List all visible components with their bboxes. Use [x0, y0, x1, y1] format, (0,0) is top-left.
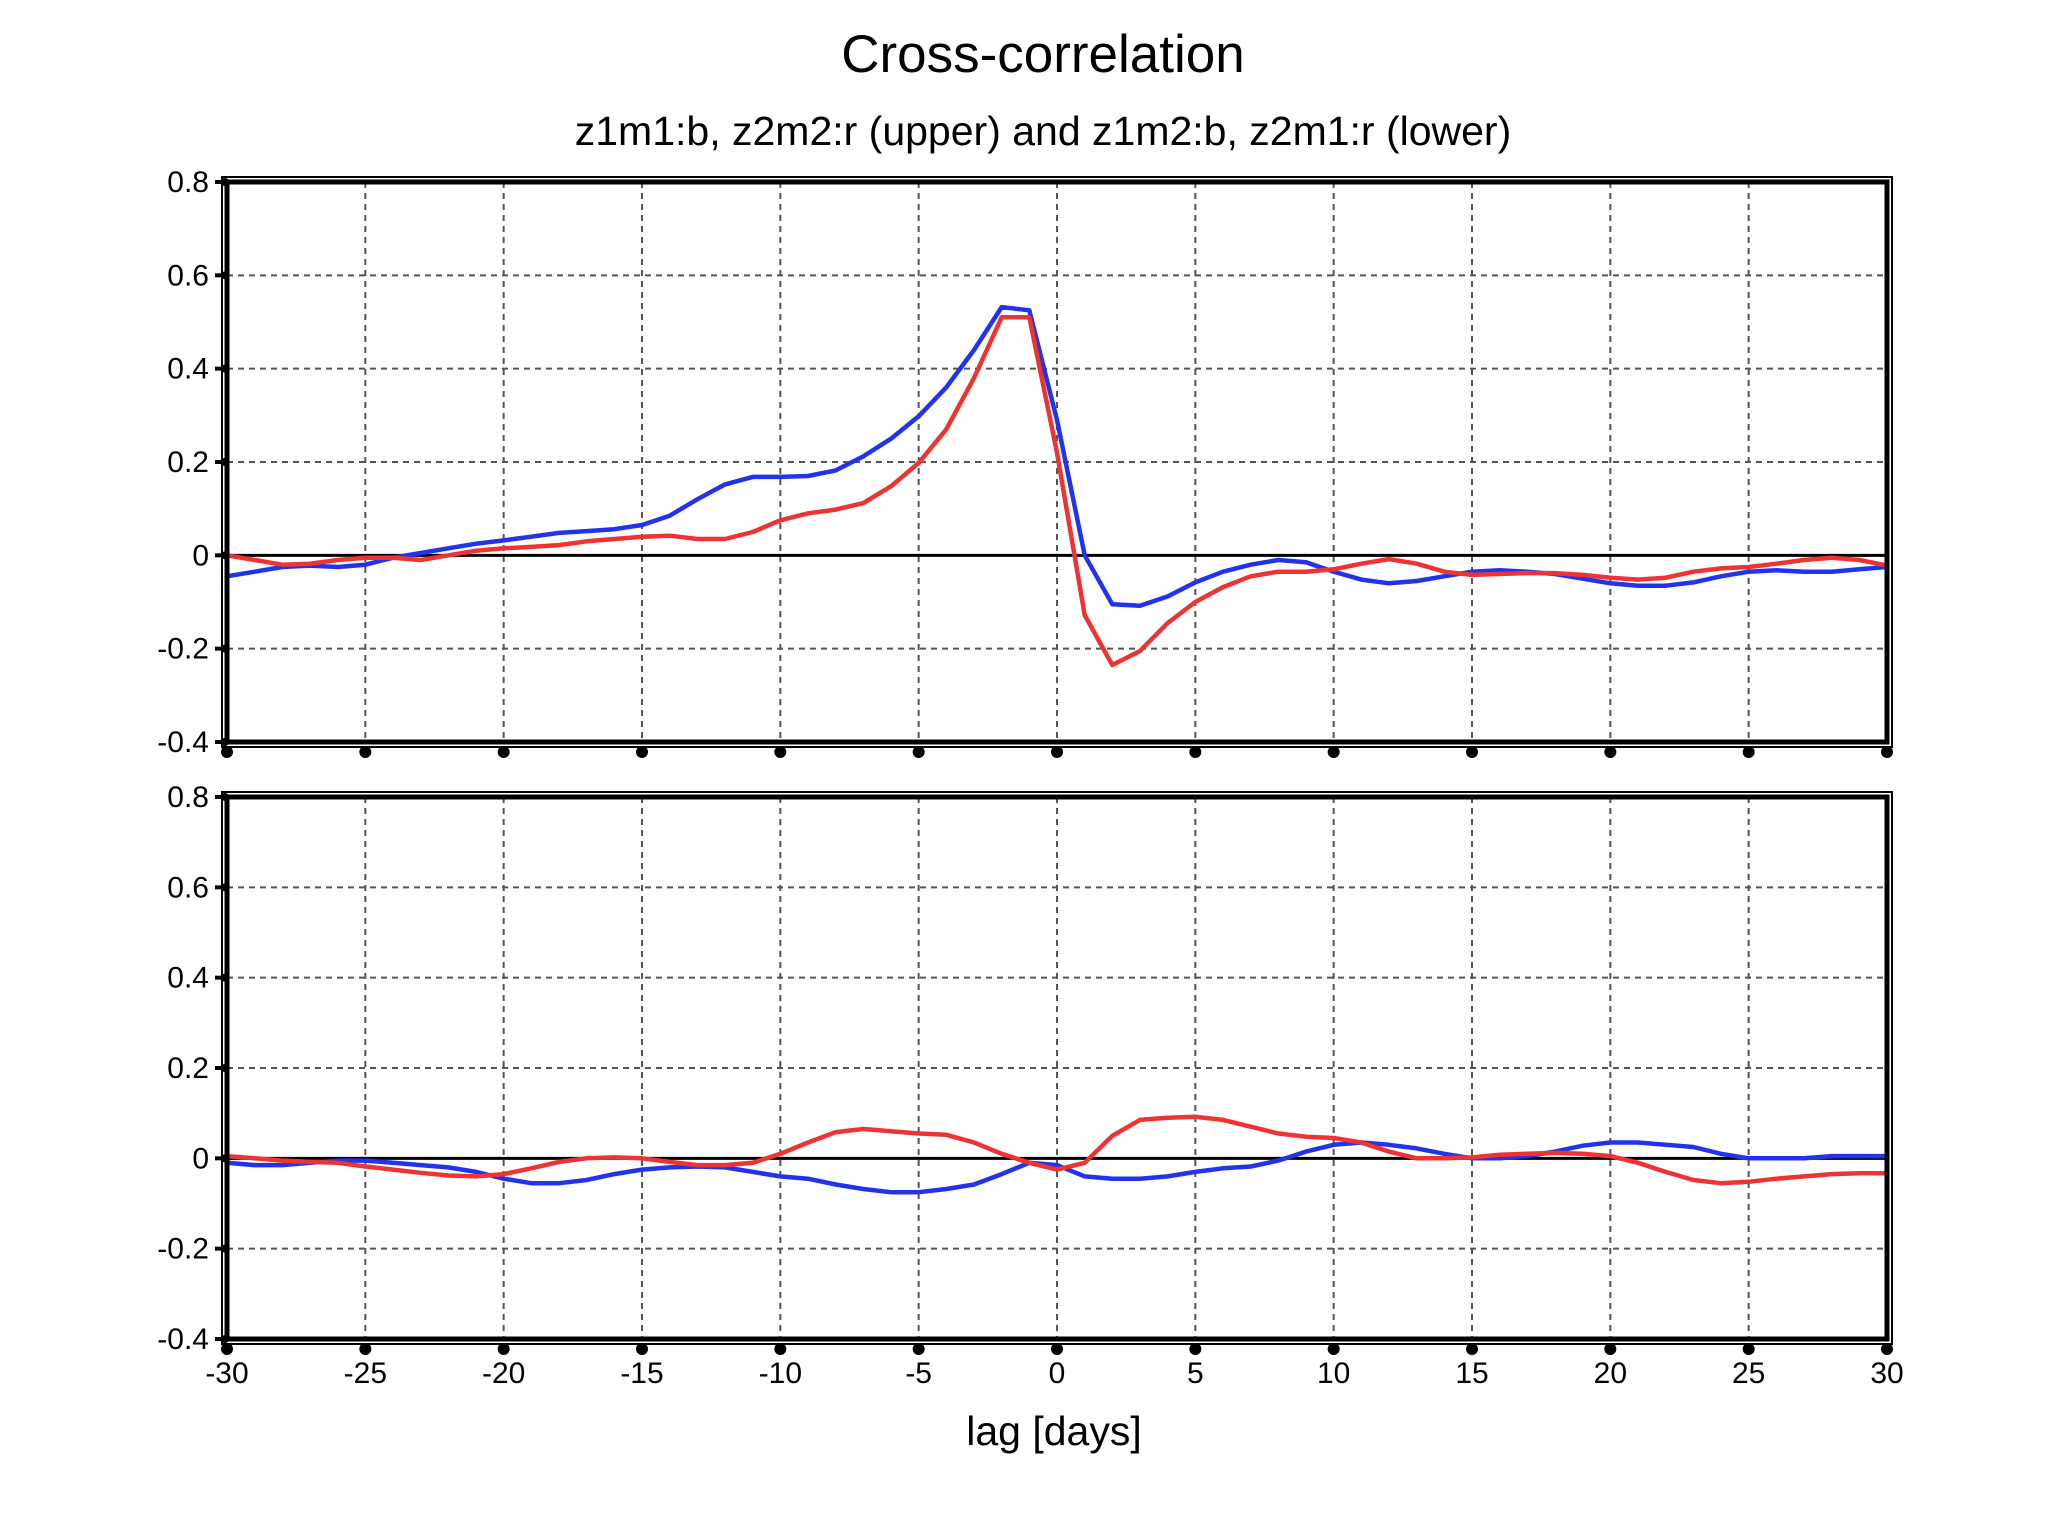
lower-ytick-label-2: 0 — [192, 1142, 209, 1175]
lower-xtick-label-12: 30 — [1870, 1357, 1903, 1390]
lower-xtick-8 — [1327, 1343, 1340, 1355]
lower-ytick-dot-2 — [221, 1154, 229, 1163]
lower-ytick-label-5: 0.6 — [167, 871, 209, 904]
lower-xtick-9 — [1466, 1343, 1478, 1355]
lower-ytick-label-6: 0.8 — [167, 781, 209, 814]
lower-xtick-label-6: 0 — [1049, 1357, 1066, 1390]
lower-xtick-label-5: -5 — [905, 1357, 932, 1390]
lower-xtick-label-9: 15 — [1455, 1357, 1488, 1390]
upper-xtick-2 — [497, 746, 510, 758]
lower-ytick-label-1: -0.2 — [157, 1233, 209, 1266]
lower-xtick-label-11: 25 — [1732, 1357, 1765, 1390]
lower-xtick-4 — [774, 1343, 787, 1355]
upper-xtick-5 — [912, 746, 925, 758]
lower-xtick-6 — [1051, 1343, 1063, 1355]
upper-ytick-dot-3 — [221, 458, 229, 466]
upper-ytick-label-5: 0.6 — [167, 259, 209, 292]
upper-panel: -0.4 -0.2 0 0.2 0.4 0.6 0.8 — [157, 166, 1893, 759]
lower-ytick-dot-0 — [221, 1335, 229, 1343]
upper-series-red — [226, 315, 1888, 668]
upper-ytick-label-6: 0.8 — [167, 166, 209, 199]
upper-xtick-12 — [1881, 746, 1893, 758]
upper-ytick-dot-6 — [221, 178, 229, 186]
lower-ytick-dot-5 — [221, 883, 229, 892]
lower-xtick-10 — [1604, 1343, 1617, 1355]
lower-ytick-dot-1 — [221, 1244, 229, 1253]
upper-ytick-dot-5 — [221, 271, 229, 280]
lower-xtick-2 — [497, 1343, 510, 1355]
lower-xtick-label-10: 20 — [1594, 1357, 1627, 1390]
lower-ytick-label-4: 0.4 — [167, 962, 209, 995]
upper-xtick-11 — [1742, 746, 1755, 758]
upper-ytick-label-4: 0.4 — [167, 353, 209, 386]
upper-xtick-4 — [774, 746, 787, 758]
upper-ytick-label-0: -0.4 — [157, 726, 209, 759]
lower-ytick-label-3: 0.2 — [167, 1052, 209, 1085]
upper-xtick-1 — [359, 746, 372, 758]
lower-xtick-label-2: -20 — [482, 1357, 525, 1390]
upper-ytick-dot-0 — [221, 738, 229, 746]
lower-xtick-label-1: -25 — [344, 1357, 387, 1390]
lower-series-red — [226, 1114, 1887, 1186]
upper-series-blue — [226, 304, 1888, 608]
lower-xtick-label-0: -30 — [205, 1357, 248, 1390]
upper-xtick-8 — [1327, 746, 1340, 758]
lower-xtick-7 — [1189, 1343, 1202, 1355]
upper-ytick-dot-4 — [221, 364, 229, 373]
lower-xtick-1 — [359, 1343, 372, 1355]
chart-subtitle: z1m1:b, z2m2:r (upper) and z1m2:b, z2m1:… — [575, 108, 1512, 154]
lower-ytick-dot-6 — [221, 793, 229, 801]
upper-ytick-dot-1 — [221, 644, 229, 653]
upper-xtick-0 — [221, 746, 233, 758]
upper-ytick-label-1: -0.2 — [157, 633, 209, 666]
upper-xtick-6 — [1051, 746, 1063, 758]
lower-ytick-dot-4 — [221, 973, 229, 982]
lower-xtick-12 — [1881, 1343, 1893, 1355]
lower-xtick-label-8: 10 — [1317, 1357, 1350, 1390]
lower-xtick-label-4: -10 — [759, 1357, 802, 1390]
lower-ytick-label-0: -0.4 — [157, 1323, 209, 1356]
lower-xtick-0 — [221, 1343, 233, 1355]
lower-xtick-label-3: -15 — [620, 1357, 663, 1390]
chart-title: Cross-correlation — [841, 25, 1245, 84]
upper-ytick-dot-2 — [221, 551, 229, 560]
lower-xtick-3 — [636, 1343, 648, 1355]
lower-ytick-dot-3 — [221, 1064, 229, 1072]
lower-xtick-5 — [912, 1343, 925, 1355]
upper-xtick-10 — [1604, 746, 1617, 758]
upper-ytick-label-2: 0 — [192, 539, 209, 572]
lower-xtick-11 — [1742, 1343, 1755, 1355]
upper-ytick-label-3: 0.2 — [167, 446, 209, 479]
lower-series-blue — [226, 1140, 1887, 1195]
x-axis-label: lag [days] — [966, 1408, 1142, 1454]
upper-xtick-3 — [636, 746, 648, 758]
lower-panel: -0.4 -0.2 0 0.2 0.4 0.6 0.8 -30 -25 -20 -15 -10 -5 0 5… — [157, 781, 1903, 1390]
upper-xtick-7 — [1189, 746, 1202, 758]
upper-xtick-9 — [1466, 746, 1478, 758]
lower-xtick-label-7: 5 — [1187, 1357, 1204, 1390]
